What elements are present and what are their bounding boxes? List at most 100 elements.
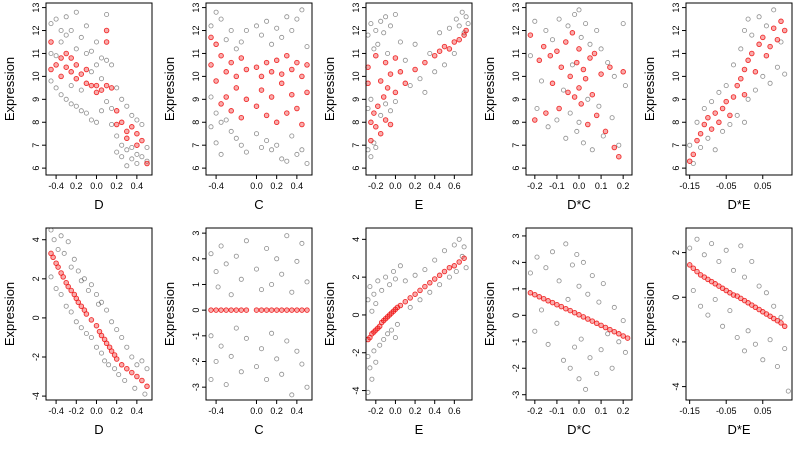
black-point [289, 133, 295, 139]
black-point [274, 256, 280, 262]
black-point [269, 147, 275, 153]
black-point [620, 318, 626, 324]
black-point [589, 147, 595, 153]
x-tick-label: 0.2 [409, 406, 422, 416]
black-point [373, 359, 379, 365]
black-point [253, 364, 259, 370]
black-point [550, 37, 556, 43]
x-axis-label: D*C [567, 197, 591, 212]
black-point [73, 319, 79, 325]
red-point [223, 94, 229, 100]
black-point [238, 369, 244, 375]
y-tick-label: 3 [511, 233, 521, 238]
black-point [53, 286, 59, 292]
black-point [611, 304, 617, 310]
black-point [289, 289, 295, 295]
y-tick-label: 9 [511, 97, 521, 102]
red-point [392, 89, 399, 96]
red-point [407, 295, 413, 301]
black-point [565, 23, 571, 29]
black-point [459, 9, 465, 15]
red-point [243, 96, 250, 103]
black-point [534, 254, 540, 260]
black-point [687, 142, 693, 148]
black-point [258, 144, 264, 150]
red-point [273, 119, 280, 126]
x-tick-label: 0.4 [428, 406, 441, 416]
y-tick-label: 8 [191, 120, 201, 125]
black-point [527, 53, 533, 59]
black-point [402, 57, 408, 63]
plot-frame [685, 227, 793, 401]
black-point [709, 241, 715, 247]
black-point [65, 239, 71, 245]
black-point [690, 287, 696, 293]
black-point [427, 289, 433, 295]
red-point [567, 307, 573, 314]
red-point [68, 69, 74, 75]
black-point [94, 291, 100, 297]
black-point [223, 261, 229, 267]
black-point [213, 140, 219, 146]
black-point [238, 276, 244, 282]
red-point [243, 66, 250, 73]
black-point [701, 106, 707, 112]
x-tick-label: 0.4 [428, 181, 441, 191]
black-point [390, 268, 396, 274]
red-point [299, 307, 305, 313]
black-point [102, 358, 108, 364]
black-point [771, 303, 777, 309]
black-point [412, 41, 418, 47]
x-axis-label: E [415, 197, 424, 212]
y-tick-label: 0 [351, 312, 361, 317]
black-point [545, 124, 551, 130]
black-point [284, 158, 290, 164]
black-point [114, 327, 120, 333]
black-point [218, 119, 224, 125]
red-point [208, 307, 214, 313]
black-point [233, 325, 239, 331]
red-point [273, 57, 280, 64]
black-point [269, 330, 275, 336]
red-point [756, 41, 762, 48]
black-point [763, 290, 769, 296]
black-point [124, 163, 130, 169]
black-point [383, 274, 389, 280]
red-point [144, 383, 150, 390]
black-point [73, 46, 79, 52]
black-point [58, 291, 64, 297]
red-point [228, 59, 234, 66]
black-point [752, 341, 758, 347]
black-point [142, 391, 148, 397]
y-tick-label: 0 [191, 308, 201, 313]
black-point [243, 149, 249, 155]
black-point [734, 112, 740, 118]
black-point [94, 119, 100, 125]
black-point [104, 307, 110, 313]
red-point [611, 328, 618, 335]
x-tick-label: 0.1 [595, 181, 608, 191]
red-point [139, 377, 145, 384]
red-point [263, 112, 270, 119]
black-point [378, 18, 384, 24]
black-point [375, 41, 381, 47]
black-point [712, 296, 718, 302]
black-point [269, 281, 275, 287]
red-point [620, 333, 626, 339]
red-point [723, 98, 729, 105]
red-point [118, 362, 125, 368]
black-point [723, 83, 729, 89]
y-tick-label: 13 [351, 3, 361, 13]
red-point [576, 46, 582, 52]
black-point [589, 273, 595, 279]
black-point [304, 44, 310, 50]
x-tick-label: 0.2 [617, 181, 630, 191]
black-point [213, 358, 219, 364]
black-point [61, 250, 67, 256]
red-point [213, 307, 219, 313]
red-point [368, 137, 374, 144]
y-tick-label: 1 [511, 286, 521, 291]
black-point [88, 69, 94, 75]
red-point [763, 52, 770, 59]
red-point [578, 101, 584, 107]
